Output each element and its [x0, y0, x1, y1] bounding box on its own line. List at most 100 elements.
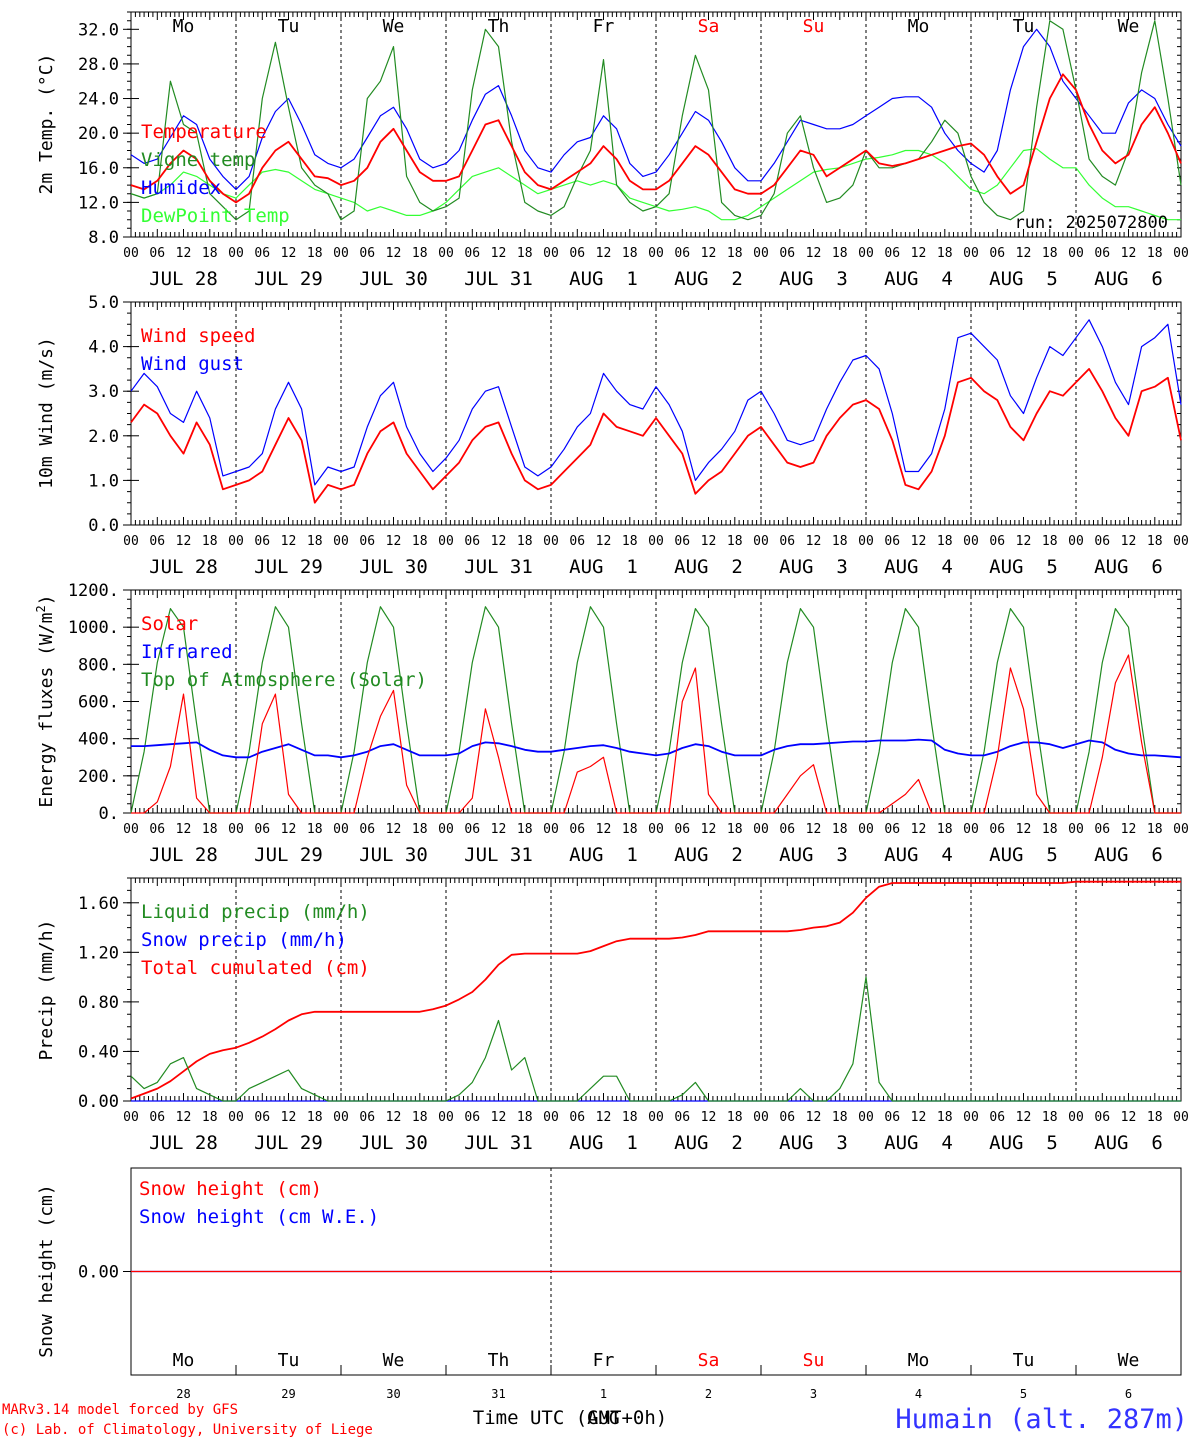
hour-tick-label: 12	[386, 246, 402, 261]
hour-tick-label: 18	[727, 1110, 743, 1125]
y-tick-label: 600.	[78, 693, 119, 713]
x-axis-label: Time UTC (GMT+0h)	[473, 1407, 667, 1429]
hour-tick-label: 06	[569, 246, 585, 261]
hour-tick-label: 12	[806, 246, 822, 261]
y-axis-label: 2m Temp. (°C)	[36, 54, 57, 195]
hour-tick-label: 12	[1121, 246, 1137, 261]
hour-tick-label: 12	[596, 246, 612, 261]
hour-tick-label: 06	[1094, 1110, 1110, 1125]
day-number-label: 29	[281, 1387, 295, 1401]
hour-tick-label: 06	[569, 534, 585, 549]
y-axis-label-superscript: 2	[34, 605, 48, 612]
y-axis-label: Energy fluxes (W/m2)	[34, 594, 57, 807]
hour-tick-label: 00	[438, 534, 454, 549]
hour-tick-label: 00	[648, 534, 664, 549]
day-number-label: 31	[491, 1387, 505, 1401]
hour-tick-label: 06	[674, 534, 690, 549]
hour-tick-label: 18	[937, 822, 953, 837]
hour-tick-label: 00	[1173, 822, 1189, 837]
hour-tick-label: 00	[753, 246, 769, 261]
hour-tick-label: 12	[176, 534, 192, 549]
hour-tick-label: 12	[911, 246, 927, 261]
y-tick-label: 32.0	[78, 20, 119, 40]
date-label: JUL 28	[149, 556, 218, 578]
hour-tick-label: 06	[884, 246, 900, 261]
hour-tick-label: 06	[674, 246, 690, 261]
date-label: AUG 5	[989, 844, 1058, 866]
bottom-month-label: AUG	[587, 1408, 620, 1429]
hour-tick-label: 12	[281, 534, 297, 549]
legend-entry: Liquid precip (mm/h)	[141, 901, 370, 923]
weekday-label: Sa	[698, 1350, 720, 1371]
date-label: AUG 2	[674, 1132, 743, 1154]
legend-entry: Wind speed	[141, 325, 255, 347]
day-number-label: 2	[705, 1387, 712, 1401]
date-label: AUG 4	[884, 1132, 953, 1154]
hour-tick-label: 18	[412, 534, 428, 549]
hour-tick-label: 18	[832, 1110, 848, 1125]
legend-entry: Snow height (cm W.E.)	[139, 1206, 379, 1228]
hour-tick-label: 18	[307, 246, 323, 261]
hour-tick-label: 12	[1016, 534, 1032, 549]
hour-tick-label: 12	[701, 534, 717, 549]
series-line-temperature	[130, 73, 1182, 204]
y-tick-label: 12.0	[78, 193, 119, 213]
weekday-label: We	[383, 1350, 405, 1371]
hour-tick-label: 18	[727, 246, 743, 261]
date-label: AUG 2	[674, 556, 743, 578]
hour-tick-label: 12	[491, 246, 507, 261]
date-label: AUG 3	[779, 556, 848, 578]
hour-tick-label: 12	[386, 534, 402, 549]
footer-credit-line-1: MARv3.14 model forced by GFS	[2, 1402, 238, 1418]
date-label: AUG 2	[674, 268, 743, 290]
hour-tick-label: 12	[176, 822, 192, 837]
hour-tick-label: 06	[569, 1110, 585, 1125]
hour-tick-label: 00	[438, 822, 454, 837]
y-tick-label: 16.0	[78, 159, 119, 179]
weekday-label: Mo	[908, 1350, 930, 1371]
hour-tick-label: 00	[963, 822, 979, 837]
hour-tick-label: 18	[412, 822, 428, 837]
y-minor-ticks	[127, 301, 1181, 526]
hour-tick-label: 00	[648, 822, 664, 837]
legend-entry: Snow height (cm)	[139, 1178, 322, 1200]
hour-tick-label: 18	[517, 246, 533, 261]
day-number-label: 30	[386, 1387, 400, 1401]
weekday-label: Mo	[173, 16, 195, 37]
hour-tick-label: 00	[333, 246, 349, 261]
hour-tick-label: 06	[569, 822, 585, 837]
date-label: AUG 1	[569, 268, 638, 290]
date-label: AUG 5	[989, 1132, 1058, 1154]
hour-tick-label: 18	[832, 534, 848, 549]
weekday-label: We	[1118, 1350, 1140, 1371]
hour-tick-label: 06	[149, 1110, 165, 1125]
hour-tick-label: 00	[753, 822, 769, 837]
y-axis-label: Precip (mm/h)	[36, 920, 57, 1061]
hour-tick-label: 00	[858, 1110, 874, 1125]
hour-tick-label: 00	[543, 822, 559, 837]
hour-tick-label: 00	[1173, 534, 1189, 549]
hour-tick-label: 06	[884, 822, 900, 837]
day-number-label: 3	[810, 1387, 817, 1401]
weekday-label: We	[383, 16, 405, 37]
hour-tick-label: 00	[648, 246, 664, 261]
y-tick-label: 28.0	[78, 55, 119, 75]
x-minor-ticks	[130, 12, 1182, 237]
date-label: JUL 31	[464, 1132, 533, 1154]
date-label: JUL 29	[254, 1132, 323, 1154]
hour-tick-label: 18	[202, 822, 218, 837]
x-day-ticks	[130, 1365, 1182, 1375]
y-tick-label: 1.60	[78, 894, 119, 914]
y-axis-label: 10m Wind (m/s)	[36, 337, 57, 489]
hour-tick-label: 00	[123, 822, 139, 837]
hour-tick-label: 12	[176, 1110, 192, 1125]
y-tick-label: 0.00	[78, 1092, 119, 1112]
hour-tick-label: 18	[622, 1110, 638, 1125]
x-minor-ticks	[130, 878, 1182, 1101]
hour-tick-label: 06	[149, 822, 165, 837]
hour-tick-label: 18	[937, 1110, 953, 1125]
weekday-label: Mo	[908, 16, 930, 37]
hour-tick-label: 18	[1042, 534, 1058, 549]
date-label: AUG 4	[884, 844, 953, 866]
y-tick-label: 0.80	[78, 993, 119, 1013]
